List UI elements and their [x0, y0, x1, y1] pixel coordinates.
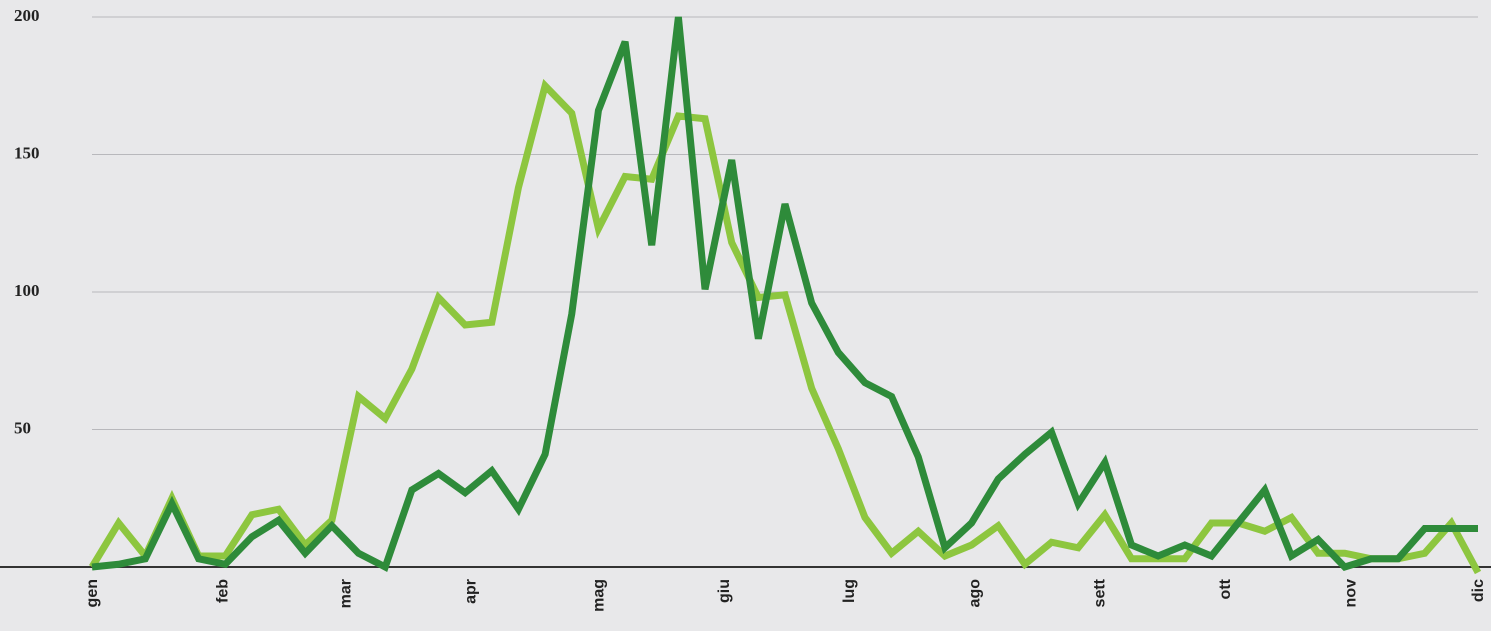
x-tick-label: sett — [1092, 578, 1109, 607]
x-tick-label: dic — [1470, 579, 1487, 602]
x-tick-label: nov — [1342, 579, 1359, 608]
x-tick-label: gen — [84, 579, 101, 607]
x-tick-label: mag — [591, 579, 608, 612]
x-tick-label: apr — [463, 579, 480, 604]
x-tick-label: feb — [214, 579, 231, 603]
y-tick-label: 50 — [14, 418, 31, 437]
x-tick-label: mar — [337, 579, 354, 608]
x-tick-label: giu — [716, 579, 733, 603]
series-line — [91, 16, 1478, 572]
series-line — [89, 78, 1482, 575]
y-tick-label: 150 — [14, 143, 40, 162]
x-tick-label: lug — [841, 579, 858, 603]
x-tick-label: ago — [966, 579, 983, 608]
y-tick-label: 100 — [14, 281, 40, 300]
x-tick-label: ott — [1217, 578, 1234, 599]
y-tick-label: 200 — [14, 6, 40, 25]
